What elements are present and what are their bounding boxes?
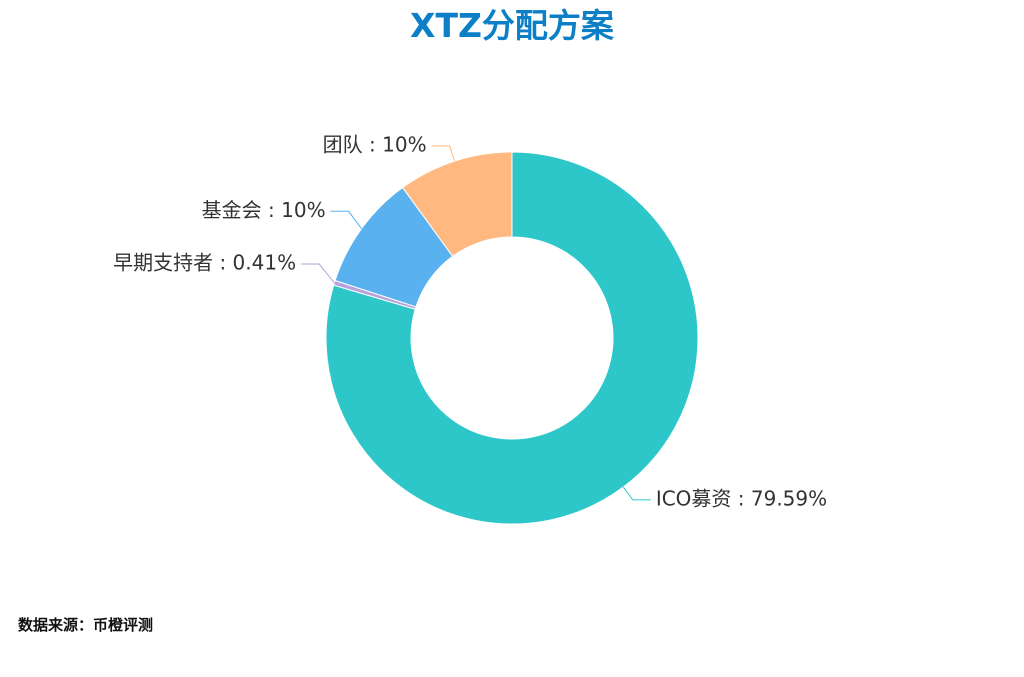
data-source-note: 数据来源：币橙评测: [18, 616, 154, 634]
leader-line-3: [330, 210, 362, 229]
leader-line-1: [622, 486, 651, 501]
slice-label-1: ICO募资 : 79.59%: [656, 486, 827, 510]
slices-layer: [325, 151, 699, 525]
leader-line-4: [431, 145, 455, 162]
leader-lines-layer: [301, 145, 651, 501]
slice-label-4: 团队 : 10%: [323, 132, 427, 156]
slice-label-2: 早期支持者 : 0.41%: [113, 251, 296, 275]
leader-line-2: [301, 263, 335, 284]
slice-4: [401, 151, 513, 257]
chart-title: XTZ分配方案: [410, 6, 614, 45]
labels-layer: ICO募资 : 79.59% 早期支持者 : 0.41% 基金会 : 10% 团队 :…: [113, 132, 827, 510]
slice-label-3: 基金会 : 10%: [202, 198, 326, 222]
slice-1: [325, 151, 699, 525]
